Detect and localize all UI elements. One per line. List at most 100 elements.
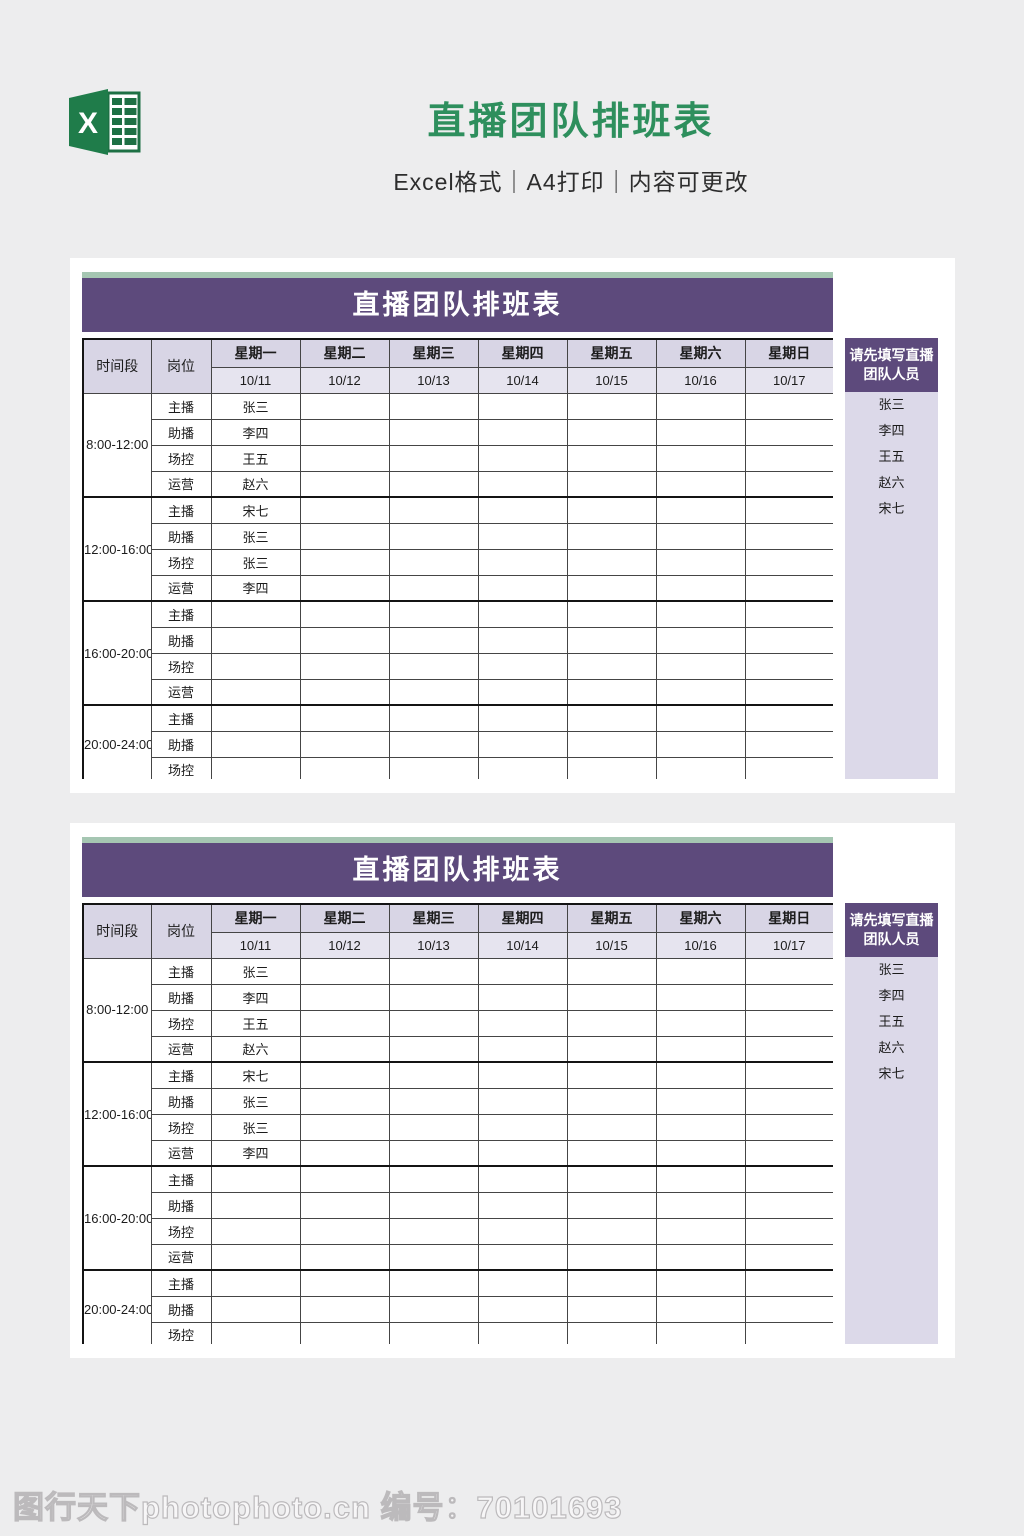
schedule-cell[interactable]: [299, 1321, 390, 1344]
schedule-cell[interactable]: [477, 574, 568, 602]
schedule-cell[interactable]: 李四: [210, 574, 301, 602]
schedule-cell[interactable]: 张三: [210, 392, 301, 420]
schedule-cell[interactable]: [744, 1113, 833, 1141]
schedule-cell[interactable]: [566, 574, 657, 602]
schedule-cell[interactable]: [744, 1165, 833, 1193]
schedule-cell[interactable]: [744, 730, 833, 758]
schedule-cell[interactable]: 张三: [210, 957, 301, 985]
schedule-cell[interactable]: [299, 1295, 390, 1323]
schedule-cell[interactable]: [477, 1321, 568, 1344]
schedule-cell[interactable]: [477, 957, 568, 985]
schedule-cell[interactable]: [655, 548, 746, 576]
roster-name[interactable]: 宋七: [878, 501, 905, 516]
schedule-cell[interactable]: [655, 1295, 746, 1323]
schedule-cell[interactable]: [655, 983, 746, 1011]
schedule-cell[interactable]: [744, 600, 833, 628]
schedule-cell[interactable]: [744, 574, 833, 602]
schedule-cell[interactable]: [566, 704, 657, 732]
schedule-cell[interactable]: [655, 470, 746, 498]
schedule-cell[interactable]: [566, 1165, 657, 1193]
schedule-cell[interactable]: [210, 1191, 301, 1219]
schedule-cell[interactable]: 赵六: [210, 1035, 301, 1063]
schedule-cell[interactable]: [299, 1165, 390, 1193]
schedule-cell[interactable]: [477, 392, 568, 420]
schedule-cell[interactable]: [388, 496, 479, 524]
schedule-cell[interactable]: [655, 756, 746, 779]
schedule-cell[interactable]: 李四: [210, 983, 301, 1011]
schedule-cell[interactable]: [477, 496, 568, 524]
schedule-cell[interactable]: [744, 957, 833, 985]
schedule-cell[interactable]: [744, 626, 833, 654]
schedule-cell[interactable]: [566, 600, 657, 628]
schedule-cell[interactable]: [299, 600, 390, 628]
schedule-cell[interactable]: [388, 600, 479, 628]
schedule-cell[interactable]: [744, 418, 833, 446]
schedule-cell[interactable]: [566, 1087, 657, 1115]
roster-name[interactable]: 赵六: [878, 1040, 905, 1055]
schedule-cell[interactable]: [744, 1087, 833, 1115]
schedule-cell[interactable]: [299, 1035, 390, 1063]
schedule-cell[interactable]: [655, 730, 746, 758]
schedule-cell[interactable]: [566, 1295, 657, 1323]
schedule-cell[interactable]: [299, 496, 390, 524]
schedule-cell[interactable]: [299, 1191, 390, 1219]
schedule-cell[interactable]: [566, 1139, 657, 1167]
schedule-cell[interactable]: [744, 522, 833, 550]
schedule-cell[interactable]: [299, 626, 390, 654]
schedule-cell[interactable]: [210, 678, 301, 706]
schedule-cell[interactable]: [655, 1139, 746, 1167]
schedule-cell[interactable]: [566, 1035, 657, 1063]
schedule-cell[interactable]: [477, 1139, 568, 1167]
schedule-cell[interactable]: [655, 574, 746, 602]
schedule-cell[interactable]: [655, 1321, 746, 1344]
schedule-cell[interactable]: [388, 574, 479, 602]
schedule-cell[interactable]: [655, 1009, 746, 1037]
schedule-cell[interactable]: [477, 730, 568, 758]
schedule-cell[interactable]: [477, 1035, 568, 1063]
schedule-cell[interactable]: [477, 1217, 568, 1245]
schedule-cell[interactable]: [744, 652, 833, 680]
schedule-cell[interactable]: [299, 470, 390, 498]
schedule-cell[interactable]: 李四: [210, 418, 301, 446]
schedule-cell[interactable]: [299, 1243, 390, 1271]
roster-name[interactable]: 张三: [878, 397, 905, 412]
schedule-cell[interactable]: [210, 1269, 301, 1297]
schedule-cell[interactable]: [566, 1243, 657, 1271]
schedule-cell[interactable]: [388, 1269, 479, 1297]
schedule-cell[interactable]: [566, 983, 657, 1011]
schedule-cell[interactable]: [744, 1139, 833, 1167]
roster-name[interactable]: 赵六: [878, 475, 905, 490]
schedule-cell[interactable]: [655, 678, 746, 706]
roster-name[interactable]: 宋七: [878, 1066, 905, 1081]
schedule-cell[interactable]: [655, 1191, 746, 1219]
schedule-cell[interactable]: [566, 418, 657, 446]
schedule-cell[interactable]: [210, 1165, 301, 1193]
schedule-cell[interactable]: [744, 1009, 833, 1037]
schedule-cell[interactable]: [388, 983, 479, 1011]
schedule-cell[interactable]: [299, 392, 390, 420]
schedule-cell[interactable]: [388, 704, 479, 732]
schedule-cell[interactable]: [210, 730, 301, 758]
schedule-cell[interactable]: [566, 470, 657, 498]
schedule-cell[interactable]: [210, 600, 301, 628]
schedule-cell[interactable]: [477, 1191, 568, 1219]
schedule-cell[interactable]: [744, 1321, 833, 1344]
schedule-cell[interactable]: [477, 652, 568, 680]
schedule-cell[interactable]: [299, 548, 390, 576]
schedule-cell[interactable]: [655, 496, 746, 524]
schedule-cell[interactable]: [299, 983, 390, 1011]
schedule-cell[interactable]: [210, 652, 301, 680]
schedule-cell[interactable]: [299, 1009, 390, 1037]
schedule-cell[interactable]: [210, 1217, 301, 1245]
schedule-cell[interactable]: [388, 1217, 479, 1245]
schedule-cell[interactable]: [210, 1295, 301, 1323]
schedule-cell[interactable]: [388, 1113, 479, 1141]
schedule-cell[interactable]: [388, 678, 479, 706]
schedule-cell[interactable]: [388, 1165, 479, 1193]
schedule-cell[interactable]: [655, 1113, 746, 1141]
schedule-cell[interactable]: [388, 418, 479, 446]
schedule-cell[interactable]: [388, 1009, 479, 1037]
schedule-cell[interactable]: [744, 470, 833, 498]
schedule-cell[interactable]: [388, 522, 479, 550]
schedule-cell[interactable]: [299, 1269, 390, 1297]
